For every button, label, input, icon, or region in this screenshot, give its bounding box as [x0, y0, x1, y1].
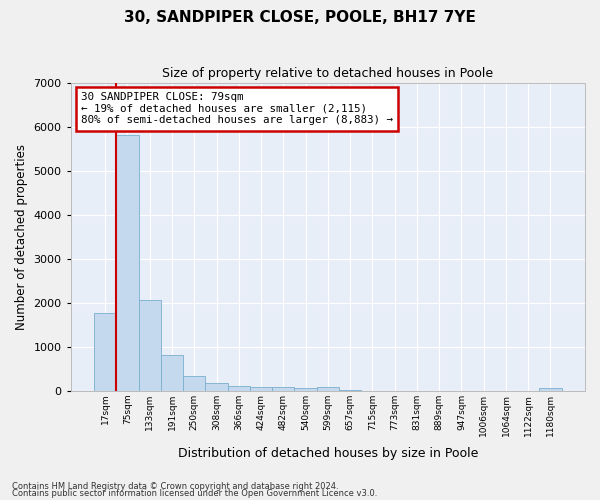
Y-axis label: Number of detached properties: Number of detached properties	[15, 144, 28, 330]
X-axis label: Distribution of detached houses by size in Poole: Distribution of detached houses by size …	[178, 447, 478, 460]
Bar	[116, 135, 139, 391]
Text: 30, SANDPIPER CLOSE, POOLE, BH17 7YE: 30, SANDPIPER CLOSE, POOLE, BH17 7YE	[124, 10, 476, 25]
Text: 30 SANDPIPER CLOSE: 79sqm
← 19% of detached houses are smaller (2,115)
80% of se: 30 SANDPIPER CLOSE: 79sqm ← 19% of detac…	[81, 92, 393, 126]
Bar	[139, 300, 161, 391]
Bar	[317, 387, 339, 391]
Bar	[295, 388, 317, 391]
Bar	[205, 383, 227, 391]
Bar	[161, 355, 183, 391]
Bar	[183, 376, 205, 391]
Bar	[272, 387, 295, 391]
Bar	[94, 312, 116, 391]
Bar	[227, 386, 250, 391]
Bar	[339, 390, 361, 391]
Bar	[250, 387, 272, 391]
Title: Size of property relative to detached houses in Poole: Size of property relative to detached ho…	[162, 68, 493, 80]
Bar	[539, 388, 562, 391]
Text: Contains HM Land Registry data © Crown copyright and database right 2024.: Contains HM Land Registry data © Crown c…	[12, 482, 338, 491]
Text: Contains public sector information licensed under the Open Government Licence v3: Contains public sector information licen…	[12, 490, 377, 498]
